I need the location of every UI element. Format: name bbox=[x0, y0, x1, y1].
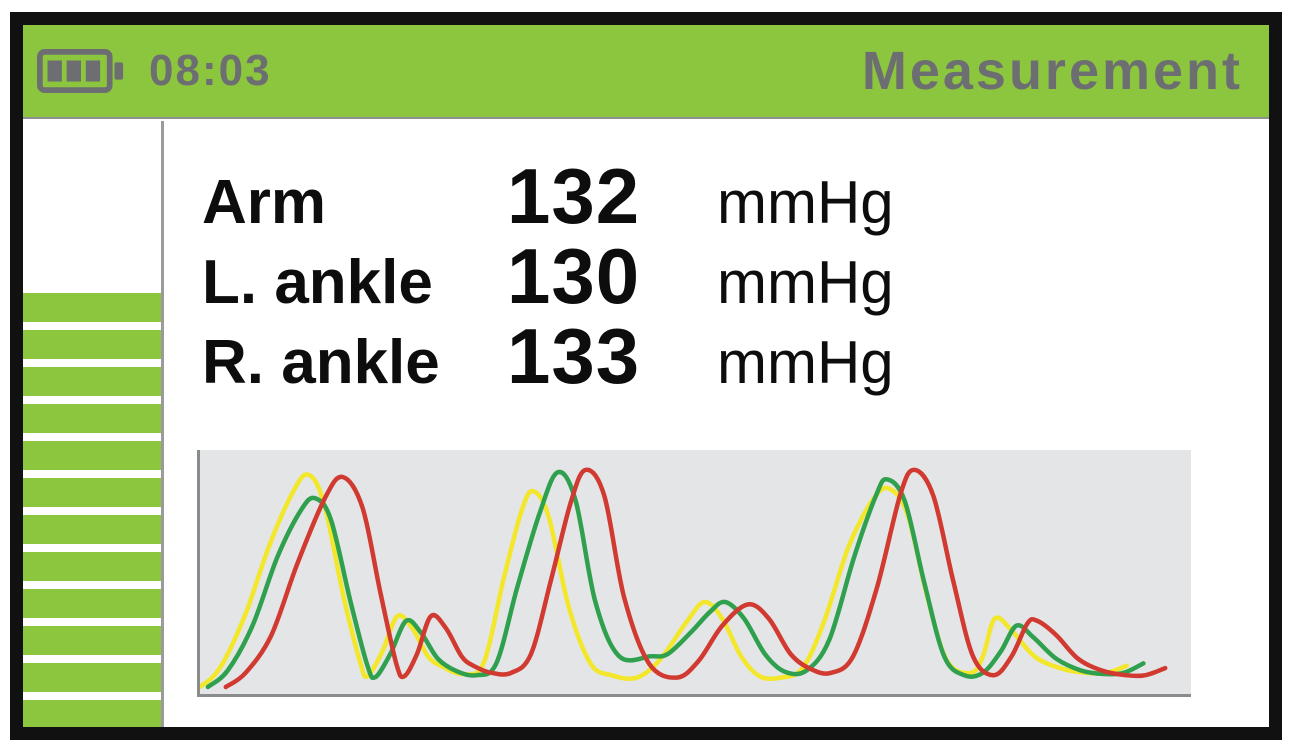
screen-title: Measurement bbox=[861, 41, 1243, 101]
waveform-yellow bbox=[200, 472, 1129, 690]
pulse-waveform-canvas bbox=[200, 467, 1168, 690]
measurement-unit: mmHg bbox=[717, 249, 894, 316]
measurement-readings: Arm 132 mmHg L. ankle 130 mmHg R. ankle … bbox=[202, 151, 894, 400]
pressure-stripe bbox=[23, 700, 161, 727]
measurement-value: 130 bbox=[507, 232, 641, 320]
pressure-stripe bbox=[23, 478, 161, 507]
measurement-row-left-ankle: L. ankle 130 mmHg bbox=[202, 231, 894, 320]
measurement-label: R. ankle bbox=[202, 328, 440, 397]
pressure-stripe bbox=[23, 293, 161, 322]
pressure-stripe bbox=[23, 626, 161, 655]
measurement-unit: mmHg bbox=[717, 329, 894, 396]
pressure-stripe bbox=[23, 367, 161, 396]
pressure-stripe bbox=[23, 515, 161, 544]
battery-icon bbox=[37, 49, 124, 93]
screen-body: Arm 132 mmHg L. ankle 130 mmHg R. ankle … bbox=[23, 121, 1269, 727]
measurement-row-right-ankle: R. ankle 133 mmHg bbox=[202, 311, 894, 400]
measurement-row-arm: Arm 132 mmHg bbox=[202, 151, 894, 240]
cuff-pressure-indicator-sidebar bbox=[23, 121, 164, 727]
clock-time: 08:03 bbox=[149, 46, 272, 95]
pressure-indicator-stripes bbox=[23, 293, 161, 727]
pressure-stripe bbox=[23, 441, 161, 470]
measurement-label: L. ankle bbox=[202, 248, 433, 317]
measurement-value: 133 bbox=[507, 312, 641, 400]
waveform-green bbox=[205, 469, 1146, 690]
main-area: Arm 132 mmHg L. ankle 130 mmHg R. ankle … bbox=[164, 121, 1269, 727]
measurement-value: 132 bbox=[507, 152, 641, 240]
pressure-stripe bbox=[23, 404, 161, 433]
pressure-stripe bbox=[23, 589, 161, 618]
waveform-red bbox=[223, 467, 1168, 690]
measurement-unit: mmHg bbox=[717, 169, 894, 236]
pulse-waveform-chart bbox=[197, 450, 1191, 697]
header-bar: 08:03 Measurement bbox=[23, 25, 1269, 119]
pressure-stripe bbox=[23, 663, 161, 692]
pressure-stripe bbox=[23, 552, 161, 581]
measurement-label: Arm bbox=[202, 168, 327, 237]
pressure-stripe bbox=[23, 330, 161, 359]
device-screen: 08:03 Measurement Arm 132 mmHg L. ankle … bbox=[10, 12, 1282, 740]
